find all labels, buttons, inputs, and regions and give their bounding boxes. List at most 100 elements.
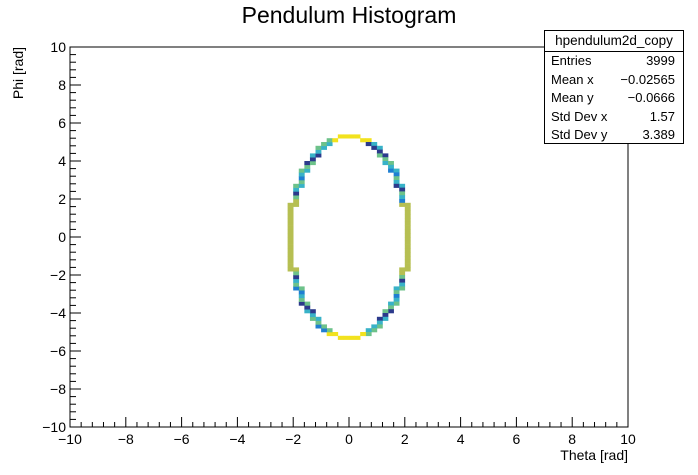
histogram-bin <box>326 138 333 143</box>
histogram-bin <box>298 176 305 181</box>
histogram-bin <box>293 282 300 287</box>
histogram-bin <box>404 229 411 234</box>
histogram-bin <box>287 210 294 215</box>
y-tick-label: −6 <box>50 343 66 359</box>
histogram-bin <box>360 332 367 337</box>
histogram-bin <box>371 328 378 333</box>
histogram-bin <box>382 153 389 158</box>
histogram-bin <box>382 157 389 162</box>
histogram-bin <box>315 316 322 321</box>
histogram-bin <box>332 332 339 337</box>
histogram-bin <box>399 267 406 272</box>
histogram-bin <box>404 259 411 264</box>
histogram-bin <box>393 168 400 173</box>
histogram-bin <box>399 286 406 291</box>
histogram-bin <box>287 229 294 234</box>
y-tick-label: −4 <box>50 305 66 321</box>
histogram-bin <box>376 324 383 329</box>
histogram-bin <box>315 320 322 325</box>
stats-label: Entries <box>551 53 592 68</box>
histogram-bin <box>321 328 327 333</box>
histogram-bin <box>393 290 400 295</box>
stats-value: 3.389 <box>642 127 675 142</box>
histogram-bin <box>399 191 406 196</box>
histogram-bin <box>287 248 294 253</box>
y-tick-label: 0 <box>58 229 66 245</box>
histogram-bin <box>343 134 350 139</box>
x-tick-label: −2 <box>285 431 301 447</box>
histogram-bin <box>404 206 411 211</box>
x-tick-label: 4 <box>457 431 465 447</box>
histogram-bin <box>337 134 344 139</box>
histogram-bin <box>298 297 305 302</box>
histogram-bin <box>388 168 394 173</box>
y-tick-label: 4 <box>58 153 66 169</box>
histogram-bin <box>309 161 316 166</box>
histogram-bin <box>388 309 394 314</box>
histogram-bin <box>315 153 322 158</box>
x-tick-label: 8 <box>568 431 576 447</box>
histogram-bin <box>298 180 305 185</box>
histogram-bin <box>354 134 361 139</box>
histogram-bin <box>304 309 311 314</box>
histogram-bin <box>404 210 411 215</box>
x-tick-label: 10 <box>620 431 636 447</box>
histogram-bin <box>376 316 383 321</box>
histogram-bin <box>293 286 300 291</box>
histogram-bin <box>293 275 300 280</box>
histogram-bin <box>287 267 294 272</box>
histogram-bin <box>326 332 333 337</box>
histogram-bin <box>298 168 305 173</box>
histogram-bin <box>393 301 400 306</box>
histogram-bin <box>293 278 300 283</box>
histogram-bin <box>293 191 300 196</box>
histogram-bin <box>404 221 411 226</box>
histogram-bin <box>287 237 294 242</box>
histogram-bin <box>365 332 372 337</box>
histogram-bin <box>315 324 322 329</box>
histogram-bin <box>293 202 300 207</box>
histogram-bin <box>388 161 394 166</box>
histogram-bin <box>298 301 305 306</box>
histogram-bin <box>382 313 389 318</box>
histogram-bin <box>393 180 400 185</box>
stats-value: −0.0666 <box>627 90 675 105</box>
histogram-bin <box>293 267 300 272</box>
y-tick-label: −2 <box>50 267 66 283</box>
y-axis-label: Phi [rad] <box>10 47 26 99</box>
stats-label: Std Dev y <box>551 127 608 142</box>
histogram-bin <box>376 153 383 158</box>
stats-label: Mean y <box>551 90 594 105</box>
histogram-bin <box>349 335 355 340</box>
histogram-bin <box>404 218 411 223</box>
histogram-bin <box>287 259 294 264</box>
histogram-bin <box>309 157 316 162</box>
stats-label: Std Dev x <box>551 108 608 124</box>
histogram-bin <box>326 142 333 147</box>
histogram-bin <box>399 271 406 276</box>
histogram-bin <box>287 256 294 261</box>
histogram-bin <box>337 335 344 340</box>
histogram-bin <box>321 145 327 150</box>
histogram-bin <box>404 237 411 242</box>
y-tick-label: 10 <box>50 39 66 55</box>
histogram-bin <box>404 263 411 268</box>
histogram-bin <box>309 316 316 321</box>
x-tick-label: −6 <box>174 431 190 447</box>
histogram-bin <box>304 164 311 169</box>
stats-value: 3999 <box>646 53 675 68</box>
histogram-bin <box>287 218 294 223</box>
histogram-bin <box>304 161 311 166</box>
stats-row: Mean x −0.02565 <box>545 71 683 90</box>
histogram-bin <box>404 202 411 207</box>
stats-row: Std Dev y 3.389 <box>545 126 683 145</box>
histogram-bin <box>287 252 294 257</box>
histogram-bin <box>354 335 361 340</box>
histogram-bin <box>365 138 372 143</box>
histogram-bin <box>371 145 378 150</box>
y-tick-label: 8 <box>58 77 66 93</box>
histogram-bin <box>298 286 305 291</box>
histogram-bin <box>393 183 400 188</box>
histogram-bin <box>371 324 378 329</box>
histogram-bin <box>298 290 305 295</box>
